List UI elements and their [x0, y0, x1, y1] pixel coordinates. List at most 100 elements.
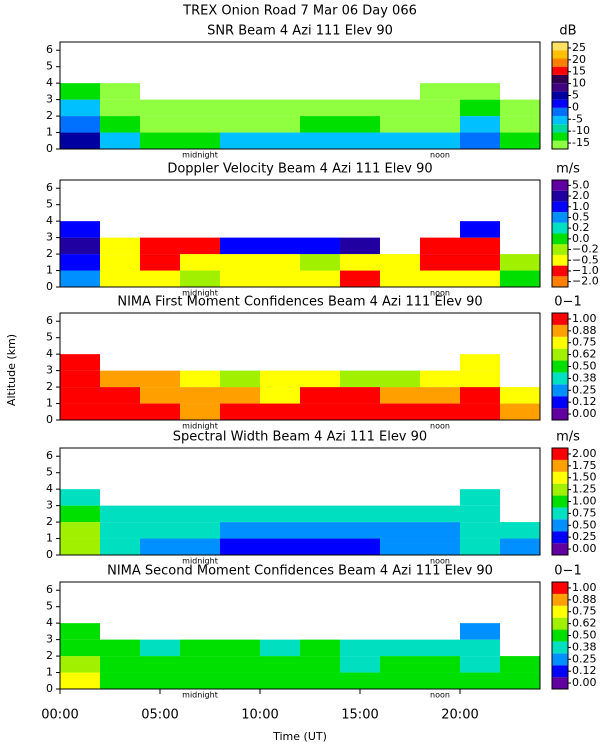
colorbar-swatch	[552, 212, 568, 223]
heatmap-cell	[340, 505, 380, 523]
colorbar-tick-label: -5	[572, 112, 583, 125]
colorbar-swatch	[552, 222, 568, 234]
heatmap-cell	[300, 505, 340, 523]
annotation: midnight	[182, 151, 218, 160]
y-tick-label: 0	[46, 548, 53, 561]
heatmap-cell	[260, 132, 300, 149]
colorbar-swatch	[552, 190, 568, 202]
y-tick-label: 0	[46, 280, 53, 293]
heatmap-cell	[300, 387, 340, 404]
heatmap-cell	[460, 403, 500, 420]
heatmap-cell	[500, 538, 540, 555]
heatmap-cell	[180, 656, 220, 673]
heatmap-cell	[420, 505, 460, 523]
heatmap-cell	[100, 99, 140, 117]
heatmap-cell	[380, 403, 420, 420]
colorbar-tick-label: 0.75	[572, 336, 597, 349]
heatmap-cell	[60, 505, 100, 523]
colorbar-tick-label: −2.0	[572, 275, 599, 288]
heatmap-cell	[220, 116, 260, 133]
heatmap-cell	[300, 99, 340, 117]
heatmap-cell	[420, 83, 460, 100]
heatmap-cell	[460, 132, 500, 149]
heatmap-cell	[340, 99, 380, 117]
heatmap-cell	[460, 489, 500, 506]
heatmap-cell	[260, 370, 300, 388]
heatmap-cell	[180, 99, 220, 117]
heatmap-cell	[180, 522, 220, 539]
heatmap-cell	[460, 221, 500, 238]
heatmap-cell	[420, 132, 460, 149]
heatmap-cell	[100, 403, 140, 420]
colorbar-tick-label: 25	[572, 41, 586, 54]
colorbar-swatch	[552, 66, 568, 75]
annotation: noon	[430, 691, 450, 700]
heatmap-cell	[380, 387, 420, 404]
colorbar-frame	[551, 179, 569, 288]
heatmap-cell	[60, 623, 100, 640]
heatmap-cell	[140, 270, 180, 287]
heatmap-cell	[380, 99, 420, 117]
heatmap-cell	[420, 99, 460, 117]
heatmap-cell	[300, 538, 340, 555]
heatmap-cell	[220, 270, 260, 287]
colorbar-tick-label: 10	[572, 77, 586, 90]
colorbar-swatch	[552, 99, 568, 108]
y-tick-label: 3	[46, 364, 53, 377]
heatmap-cell	[340, 270, 380, 287]
y-tick-label: 3	[46, 231, 53, 244]
heatmap-cell	[300, 370, 340, 388]
y-tick-label: 3	[46, 499, 53, 512]
colorbar-tick-label: 2.00	[572, 447, 597, 460]
colorbar-tick-label: 0.62	[572, 617, 597, 630]
y-tick-label: 0	[46, 142, 53, 155]
heatmap-cell	[380, 538, 420, 555]
annotation: noon	[430, 422, 450, 431]
heatmap-cell	[220, 132, 260, 149]
heatmap-cell	[300, 639, 340, 657]
heatmap-cell	[420, 270, 460, 287]
heatmap-cell	[260, 270, 300, 287]
heatmap-cell	[500, 522, 540, 539]
heatmap-cell	[460, 83, 500, 100]
heatmap-cell	[260, 656, 300, 673]
y-tick-label: 2	[46, 649, 53, 662]
heatmap-cell	[140, 639, 180, 657]
heatmap-cell	[260, 522, 300, 539]
colorbar-tick-label: 1.00	[572, 312, 597, 325]
heatmap-cell	[140, 505, 180, 523]
x-tick-label: 05:00	[141, 708, 178, 723]
heatmap-cell	[60, 99, 100, 117]
colorbar-swatch	[552, 348, 568, 361]
colorbar-swatch	[552, 384, 568, 397]
heatmap-cell	[180, 254, 220, 271]
heatmap-cell	[180, 387, 220, 404]
panel-title: Doppler Velocity Beam 4 Azi 111 Elev 90	[167, 162, 432, 177]
y-tick-label: 2	[46, 109, 53, 122]
annotation: noon	[430, 289, 450, 298]
colorbar-swatch	[552, 233, 568, 245]
heatmap-cell	[60, 656, 100, 673]
colorbar-swatch	[552, 629, 568, 642]
plot-frame	[59, 447, 541, 556]
panel-title: Spectral Width Beam 4 Azi 111 Elev 90	[173, 430, 427, 445]
colorbar-tick-label: −0.2	[572, 243, 599, 256]
heatmap-cell	[180, 116, 220, 133]
colorbar-tick-label: 0.50	[572, 360, 597, 373]
colorbar-swatch	[552, 519, 568, 532]
colorbar-unit: m/s	[556, 430, 580, 445]
heatmap-cell	[460, 522, 500, 539]
colorbar-swatch	[552, 448, 568, 460]
y-tick-label: 0	[46, 682, 53, 695]
heatmap-cell	[460, 672, 500, 689]
colorbar-tick-label: 1.00	[572, 495, 597, 508]
colorbar-swatch	[552, 495, 568, 508]
x-tick-label: 15:00	[341, 708, 378, 723]
y-tick-label: 5	[46, 331, 53, 344]
colorbar-swatch	[552, 50, 568, 59]
heatmap-cell	[340, 522, 380, 539]
heatmap-cell	[180, 505, 220, 523]
y-tick-label: 5	[46, 600, 53, 613]
heatmap-cell	[380, 370, 420, 388]
colorbar-tick-label: 5	[572, 89, 579, 102]
